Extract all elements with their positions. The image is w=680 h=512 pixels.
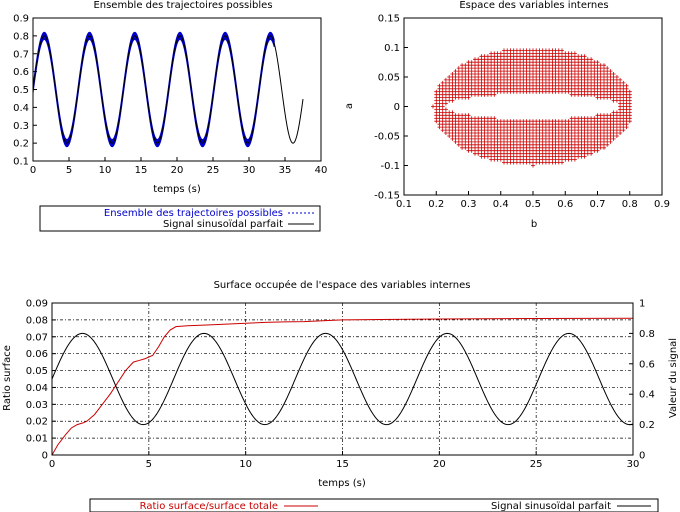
internal-variables-points [431, 48, 632, 168]
chart1-xtick-label: 30 [243, 165, 256, 176]
chart1-xtick-label: 10 [99, 165, 112, 176]
chart2-ytick-label: 0.15 [378, 14, 400, 25]
chart2-ytick-label: 0 [394, 102, 400, 113]
chart3-xtick-label: 5 [146, 459, 152, 470]
chart3-xlabel: temps (s) [318, 478, 366, 489]
surface-ratio-series [51, 317, 634, 456]
chart3-ytick-label: 0.06 [26, 349, 48, 360]
chart3-right-ytick-label: 0.8 [639, 329, 655, 340]
chart3-ytick-label: 0.01 [26, 434, 48, 445]
chart3-ytick-label: 0.08 [26, 315, 48, 326]
chart1-ytick-label: 0.2 [13, 139, 29, 150]
chart1-xtick-label: 15 [135, 165, 148, 176]
chart2-xtick-label: 0.4 [493, 199, 509, 210]
chart1-xlabel: temps (s) [153, 184, 201, 195]
chart1-xtick-label: 25 [207, 165, 220, 176]
chart3-ytick-label: 0.04 [26, 383, 48, 394]
legend-sine-label: Signal sinusoïdal parfait [163, 219, 283, 230]
chart2-xtick-label: 0.9 [654, 199, 670, 210]
chart1-legend [39, 205, 321, 232]
chart1-xtick-label: 40 [315, 165, 328, 176]
chart3-ylabel: Ratio surface [2, 345, 13, 411]
chart1-ytick-label: 0.7 [13, 49, 29, 60]
chart3-legend [89, 498, 659, 512]
chart3-ytick-label: 0.03 [26, 400, 48, 411]
chart2-ylabel: a [344, 103, 355, 109]
chart3-right-ytick-label: 0 [639, 451, 645, 462]
surface-ratio-chart: Surface occupée de l'espace des variable… [2, 279, 679, 512]
chart2-ytick-label: -0.05 [374, 132, 400, 143]
chart3-ytick-label: 0 [42, 451, 48, 462]
trajectories-chart: Ensemble des trajectoires possibles 0 5 10… [13, 0, 328, 232]
chart1-xtick-label: 0 [30, 165, 36, 176]
internal-variable-markers [431, 48, 632, 168]
chart3-right-ytick-label: 0.4 [639, 390, 655, 401]
chart3-ytick-label: 0.07 [26, 332, 48, 343]
chart2-xtick-label: 0.3 [461, 199, 477, 210]
chart3-right-ytick-label: 1 [639, 299, 645, 310]
legend-ratio-label: Ratio surface/surface totale [140, 501, 278, 512]
chart1-ytick-label: 0.4 [13, 103, 29, 114]
chart3-xtick-label: 25 [530, 459, 543, 470]
perfect-sine-series [32, 35, 304, 144]
chart2-xlabel: b [531, 219, 537, 230]
chart3-right-ytick-label: 0.6 [639, 359, 655, 370]
chart3-ytick-label: 0.02 [26, 417, 48, 428]
chart1-ytick-label: 0.9 [13, 14, 29, 25]
chart1-xtick-label: 35 [279, 165, 292, 176]
chart1-ytick-label: 0.8 [13, 31, 29, 42]
chart3-right-ytick-label: 0.2 [639, 420, 655, 431]
chart1-ytick-label: 0.5 [13, 85, 29, 96]
chart1-xtick-label: 5 [66, 165, 72, 176]
chart3-y2label: Valeur du signal [668, 338, 679, 418]
chart3-xtick-label: 30 [627, 459, 640, 470]
chart1-xtick-label: 20 [171, 165, 184, 176]
trajectory-band-series [32, 31, 275, 148]
chart2-xtick-label: 0.5 [525, 199, 541, 210]
chart1-ytick-label: 0.6 [13, 67, 29, 78]
chart3-xtick-label: 20 [433, 459, 446, 470]
chart3-xtick-label: 0 [49, 459, 55, 470]
chart2-xtick-label: 0.8 [622, 199, 638, 210]
chart3-title: Surface occupée de l'espace des variable… [214, 279, 471, 291]
chart3-xtick-label: 10 [239, 459, 252, 470]
chart2-ytick-label: 0.05 [378, 73, 400, 84]
chart2-xtick-label: 0.7 [590, 199, 606, 210]
chart2-ytick-label: -0.15 [374, 191, 400, 202]
chart2-ytick-label: 0.1 [384, 43, 400, 54]
internal-variables-chart: Espace des variables internes 0.1 0.2 0.3 0… [344, 0, 670, 230]
chart2-xtick-label: 0.6 [557, 199, 573, 210]
chart3-xtick-label: 15 [336, 459, 349, 470]
chart3-ytick-label: 0.09 [26, 299, 48, 310]
chart1-title: Ensemble des trajectoires possibles [93, 0, 272, 11]
chart2-xtick-label: 0.2 [428, 199, 444, 210]
chart2-ytick-label: -0.1 [380, 161, 400, 172]
signal-sine-series [51, 332, 634, 426]
chart3-ytick-label: 0.05 [26, 366, 48, 377]
chart2-title: Espace des variables internes [459, 0, 608, 11]
chart1-ytick-label: 0.3 [13, 121, 29, 132]
legend-trajectories-label: Ensemble des trajectoires possibles [104, 208, 283, 219]
chart2-xtick-label: 0.1 [396, 199, 412, 210]
legend-signal-label: Signal sinusoïdal parfait [491, 501, 611, 512]
chart1-ytick-label: 0.1 [13, 157, 29, 168]
